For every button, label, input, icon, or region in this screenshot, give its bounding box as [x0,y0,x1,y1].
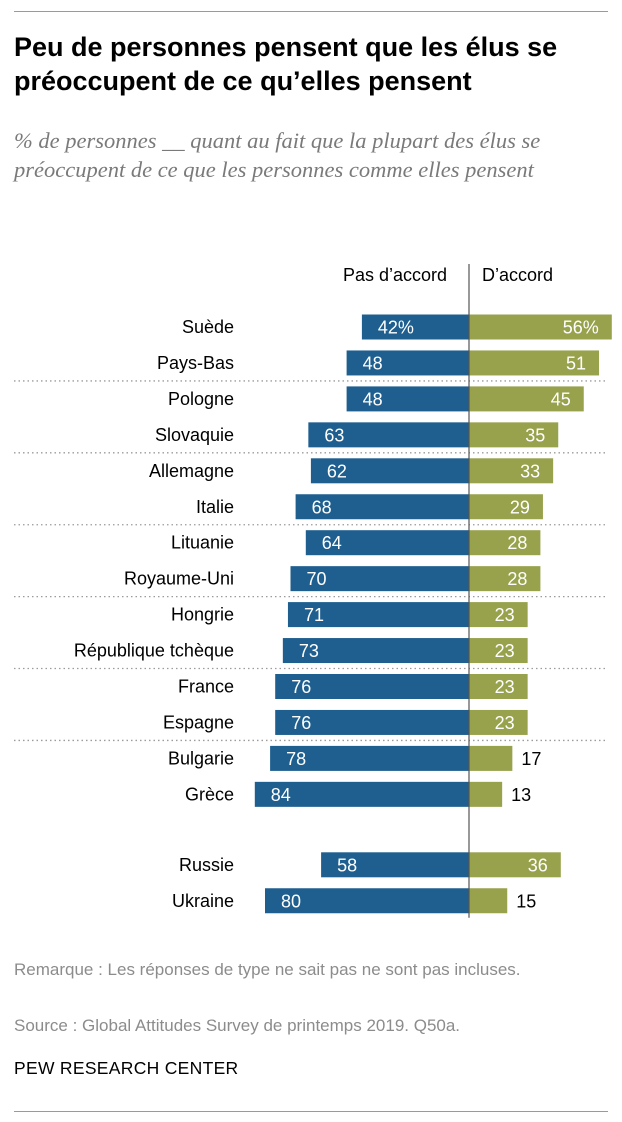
bar-agree [469,566,541,592]
bar-label-agree: 36 [528,855,548,875]
bar-agree [469,494,543,520]
category-label: Grèce [185,784,234,804]
category-label: Hongrie [171,605,234,625]
bar-label-disagree: 68 [312,497,332,517]
bar-agree [469,350,600,376]
chart-subtitle: % de personnes __ quant au fait que la p… [14,128,541,182]
category-label: Allemagne [149,461,234,481]
bar-label-disagree: 76 [291,713,311,733]
bar-disagree [346,386,469,412]
category-label: République tchèque [74,641,234,661]
bar-disagree [254,781,469,807]
bar-label-agree: 51 [566,353,586,373]
bar-disagree [308,422,469,448]
category-label: Ukraine [172,891,234,911]
bar-label-disagree: 76 [291,677,311,697]
bar-disagree [310,458,469,484]
bottom-rule [14,1111,608,1112]
bar-agree [469,888,508,914]
bar-disagree [265,888,469,914]
bar-disagree [295,494,469,520]
chart-note: Remarque : Les réponses de type ne sait … [14,960,521,979]
bar-agree [469,781,503,807]
bar-disagree [275,709,469,735]
bar-label-agree: 56% [563,318,599,338]
category-label: Lituanie [171,533,234,553]
bar-label-agree: 28 [507,533,527,553]
bar-agree [469,530,541,556]
bar-disagree [321,852,469,878]
category-label: France [178,677,234,697]
bar-agree [469,745,513,771]
bar-disagree [361,314,469,340]
bar-disagree [346,350,469,376]
top-rule [14,11,608,12]
bar-label-disagree: 73 [299,641,319,661]
bar-label-disagree: 71 [304,605,324,625]
bar-label-disagree: 58 [337,855,357,875]
diverging-bar-chart: Pas d’accord D’accord Suède 42% 56% Pays-Bas 4… [14,264,612,918]
bar-label-agree: 23 [495,641,515,661]
category-label: Royaume-Uni [124,569,234,589]
bar-disagree [275,674,469,699]
category-label: Espagne [163,712,234,732]
bar-agree [469,852,561,878]
bar-disagree [282,638,469,664]
category-label: Italie [196,497,234,517]
category-label: Russie [179,855,234,875]
bar-agree [469,709,528,735]
category-label: Slovaquie [155,425,234,445]
bar-agree [469,638,528,664]
bar-label-disagree: 80 [281,891,301,911]
column-header-left: Pas d’accord [343,265,447,285]
bar-label-disagree: 42% [378,318,414,338]
bar-label-agree: 17 [521,749,541,769]
bar-label-disagree: 70 [307,569,327,589]
category-label: Pays-Bas [157,353,234,373]
bar-label-agree: 23 [495,605,515,625]
bar-label-agree: 13 [511,785,531,805]
bar-label-agree: 23 [495,713,515,733]
chart-source: Source : Global Attitudes Survey de prin… [14,1016,461,1035]
bar-agree [469,602,528,628]
bar-label-disagree: 62 [327,461,347,481]
category-label: Suède [182,317,234,337]
bar-agree [469,422,559,448]
column-header-right: D’accord [482,265,553,285]
bar-disagree [270,745,469,771]
bar-agree [469,458,554,484]
bar-label-agree: 29 [510,497,530,517]
bar-label-agree: 45 [551,389,571,409]
bar-agree [469,386,584,412]
category-label: Bulgarie [168,748,234,768]
bar-label-agree: 23 [495,677,515,697]
bar-label-disagree: 64 [322,533,342,553]
bar-label-disagree: 84 [271,785,291,805]
bar-label-disagree: 63 [324,425,344,445]
brand-label: PEW RESEARCH CENTER [14,1058,239,1078]
bar-label-disagree: 78 [286,749,306,769]
category-label: Pologne [168,389,234,409]
chart-title: Peu de personnes pensent que les élus se… [14,32,558,96]
bar-disagree [305,530,469,556]
bar-label-agree: 35 [525,425,545,445]
bar-disagree [287,602,469,628]
bar-label-agree: 33 [520,461,540,481]
bar-label-agree: 15 [516,891,536,911]
bar-disagree [290,566,469,592]
bar-label-agree: 28 [507,569,527,589]
bar-label-disagree: 48 [363,353,383,373]
bar-agree [469,314,612,340]
bar-label-disagree: 48 [363,389,383,409]
bar-agree [469,674,528,699]
